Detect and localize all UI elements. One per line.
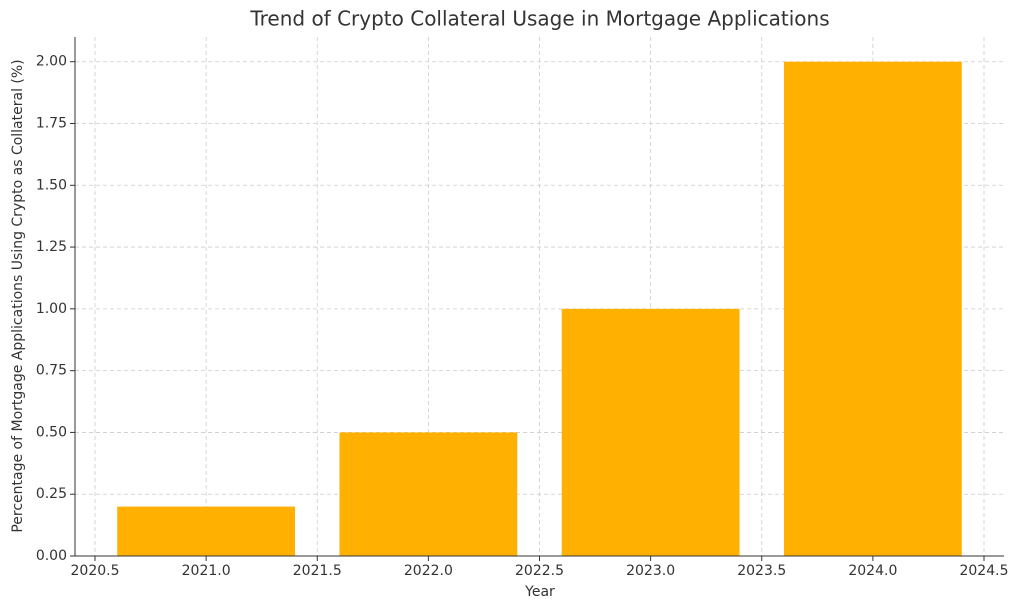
x-tick-label: 2024.5: [959, 563, 1008, 579]
y-axis-label: Percentage of Mortgage Applications Usin…: [10, 59, 26, 532]
bar: [339, 432, 518, 556]
x-tick-label: 2020.5: [71, 563, 120, 579]
y-tick-label: 1.00: [36, 301, 67, 317]
x-tick-label: 2023.5: [737, 563, 786, 579]
bar: [783, 61, 962, 556]
y-tick-label: 2.00: [36, 54, 67, 70]
y-tick-label: 0.50: [36, 424, 67, 440]
x-tick-label: 2022.0: [404, 563, 453, 579]
y-tick-label: 1.50: [36, 177, 67, 193]
y-tick-label: 0.75: [36, 363, 67, 379]
x-tick-label: 2024.0: [848, 563, 897, 579]
x-tick-label: 2021.0: [182, 563, 231, 579]
y-tick-label: 1.75: [36, 116, 67, 132]
y-tick-label: 0.00: [36, 548, 67, 564]
x-tick-label: 2022.5: [515, 563, 564, 579]
y-tick-label: 0.25: [36, 486, 67, 502]
x-tick-label: 2023.0: [626, 563, 675, 579]
bar: [117, 506, 296, 556]
x-tick-label: 2021.5: [293, 563, 342, 579]
chart-title: Trend of Crypto Collateral Usage in Mort…: [249, 7, 829, 31]
x-axis-label: Year: [524, 584, 555, 600]
bar: [561, 308, 740, 556]
y-tick-label: 1.25: [36, 239, 67, 255]
